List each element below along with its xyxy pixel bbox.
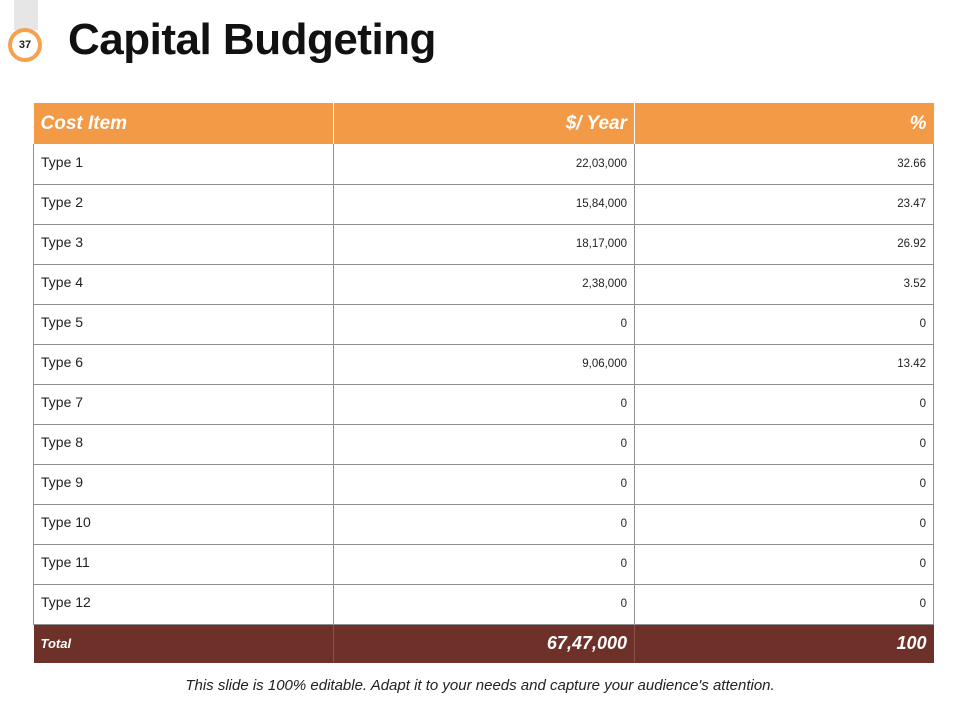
amount-per-year-cell: 0: [333, 304, 635, 345]
table-row: Type 1 22,03,000 32.66: [33, 144, 934, 185]
table-row: Type 12 0 0: [33, 584, 934, 625]
amount-per-year-cell: 0: [333, 384, 635, 425]
table-row: Type 8 0 0: [33, 424, 934, 465]
percent-cell: 26.92: [634, 224, 934, 265]
column-header-percent: %: [634, 103, 934, 144]
percent-cell: 0: [634, 504, 934, 545]
page-number: 37: [12, 32, 38, 58]
cost-item-cell: Type 5: [33, 304, 334, 345]
footer-note: This slide is 100% editable. Adapt it to…: [185, 677, 775, 694]
table-row: Type 3 18,17,000 26.92: [33, 224, 934, 265]
percent-cell: 0: [634, 384, 934, 425]
cost-item-cell: Type 1: [33, 144, 334, 185]
amount-per-year-cell: 0: [333, 504, 635, 545]
cost-item-cell: Type 9: [33, 464, 334, 505]
page-title: Capital Budgeting: [68, 15, 436, 64]
percent-cell: 23.47: [634, 184, 934, 225]
table-row: Type 11 0 0: [33, 544, 934, 585]
amount-per-year-cell: 9,06,000: [333, 344, 635, 385]
percent-cell: 13.42: [634, 344, 934, 385]
amount-per-year-cell: 22,03,000: [333, 144, 635, 185]
table-row: Type 2 15,84,000 23.47: [33, 184, 934, 225]
column-header-cost-item: Cost Item: [33, 103, 334, 144]
capital-budget-table: Cost Item $/ Year % Type 1 22,03,000 32.…: [33, 103, 934, 663]
percent-cell: 0: [634, 464, 934, 505]
total-percent-cell: 100: [634, 624, 934, 663]
percent-cell: 32.66: [634, 144, 934, 185]
amount-per-year-cell: 0: [333, 424, 635, 465]
percent-cell: 3.52: [634, 264, 934, 305]
cost-item-cell: Type 4: [33, 264, 334, 305]
cost-item-cell: Type 3: [33, 224, 334, 265]
top-tab-decoration: [14, 0, 38, 30]
percent-cell: 0: [634, 544, 934, 585]
amount-per-year-cell: 0: [333, 544, 635, 585]
column-header-per-year: $/ Year: [333, 103, 635, 144]
cost-item-cell: Type 2: [33, 184, 334, 225]
cost-item-cell: Type 7: [33, 384, 334, 425]
percent-cell: 0: [634, 304, 934, 345]
cost-item-cell: Type 6: [33, 344, 334, 385]
total-label: Total: [33, 624, 334, 663]
amount-per-year-cell: 18,17,000: [333, 224, 635, 265]
cost-item-cell: Type 11: [33, 544, 334, 585]
table-row: Type 4 2,38,000 3.52: [33, 264, 934, 305]
amount-per-year-cell: 15,84,000: [333, 184, 635, 225]
total-row: Total 67,47,000 100: [33, 624, 934, 663]
cost-item-cell: Type 10: [33, 504, 334, 545]
percent-cell: 0: [634, 584, 934, 625]
cost-item-cell: Type 12: [33, 584, 334, 625]
percent-cell: 0: [634, 424, 934, 465]
amount-per-year-cell: 0: [333, 584, 635, 625]
table-header-row: Cost Item $/ Year %: [33, 103, 934, 144]
table-row: Type 7 0 0: [33, 384, 934, 425]
amount-per-year-cell: 2,38,000: [333, 264, 635, 305]
amount-per-year-cell: 0: [333, 464, 635, 505]
cost-item-cell: Type 8: [33, 424, 334, 465]
total-amount-cell: 67,47,000: [333, 624, 635, 663]
table-row: Type 5 0 0: [33, 304, 934, 345]
table-row: Type 10 0 0: [33, 504, 934, 545]
table-row: Type 9 0 0: [33, 464, 934, 505]
page-number-badge: 37: [8, 28, 42, 62]
table-row: Type 6 9,06,000 13.42: [33, 344, 934, 385]
